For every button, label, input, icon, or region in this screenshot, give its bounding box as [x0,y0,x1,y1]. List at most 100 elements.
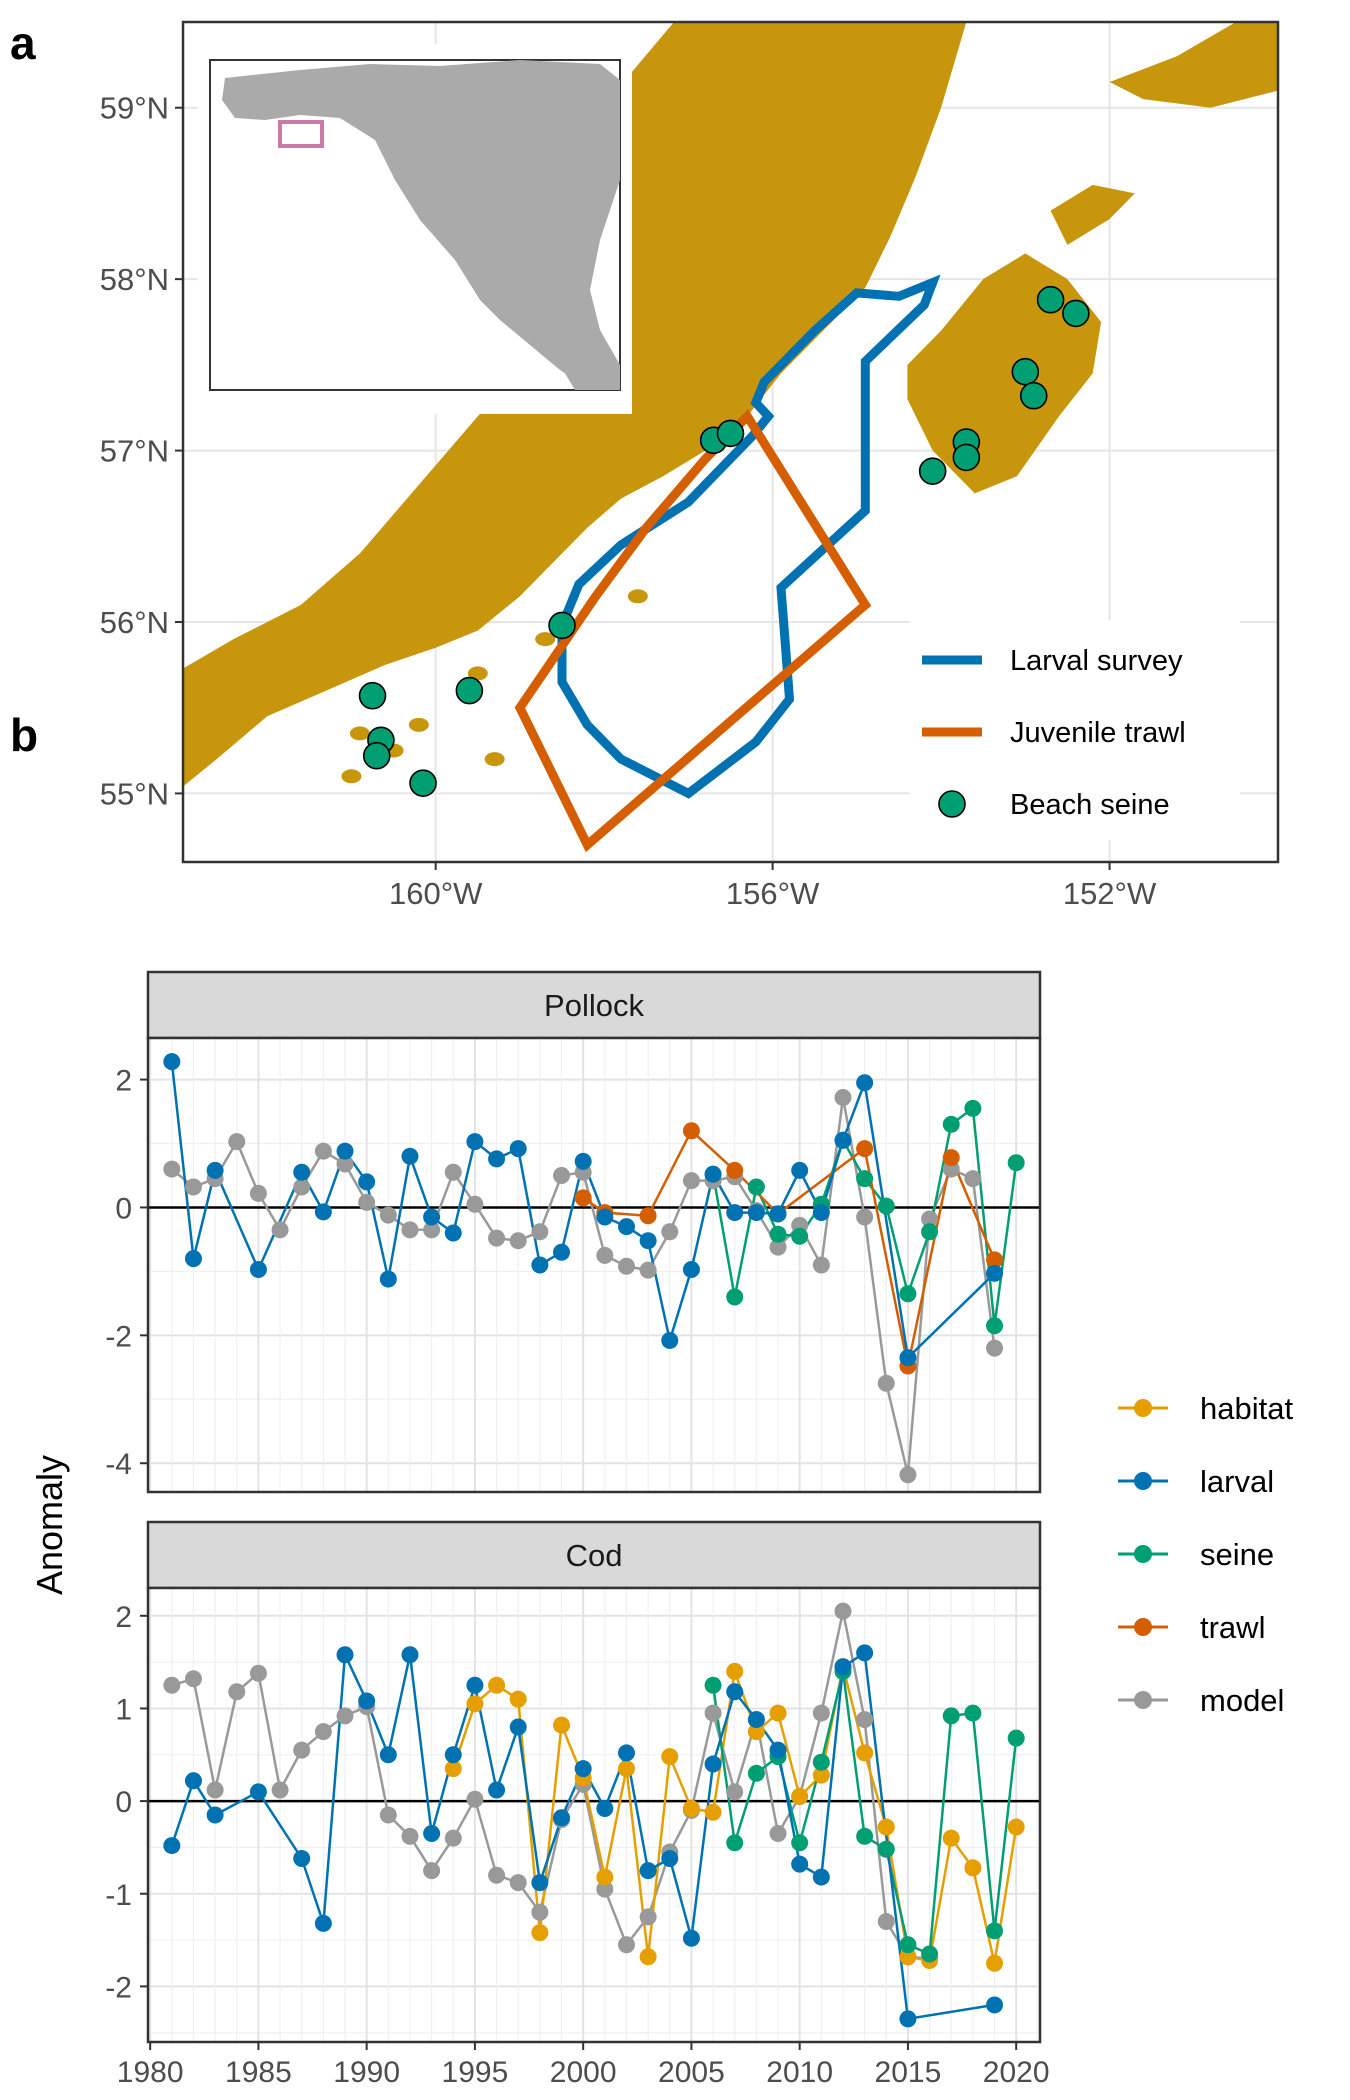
facet-title: Cod [566,1538,623,1573]
habitat-point [509,1690,527,1708]
larval-point [856,1644,874,1662]
larval-point [336,1142,354,1160]
map-panel: 59°N 58°N 57°N 56°N 55°N 160°W 156°W 152°W Larva… [100,20,1280,911]
larval-point [488,1150,506,1168]
seine-point [921,1223,939,1241]
larval-point [531,1256,549,1274]
model-point [293,1178,311,1196]
map-lon-label: 156°W [726,876,820,911]
model-point [206,1781,224,1799]
x-tick-label: 2020 [983,2056,1050,2089]
seine-point [942,1115,960,1133]
x-tick-label: 1990 [333,2056,400,2089]
legend-key-point [1134,1618,1152,1636]
map-legend-key [938,790,966,818]
legend-key-point [1134,1472,1152,1490]
beach-seine-site [716,419,745,448]
y-tick-label: -1 [105,1879,132,1912]
larval-point [206,1806,224,1824]
model-point [401,1221,419,1239]
beach-seine-site [455,676,484,705]
larval-point [466,1676,484,1694]
y-tick-label: -2 [105,1971,132,2004]
beach-seine-site [409,769,437,797]
plot-background [148,1038,1040,1492]
map-lat-label: 59°N [100,91,169,126]
map-lat-label: 55°N [100,776,169,811]
model-point [617,1257,635,1275]
map-lat-label: 56°N [100,605,169,640]
kenai-coast [1109,22,1278,108]
larval-point [401,1147,419,1165]
facet-title: Pollock [544,988,644,1023]
model-point [249,1184,267,1202]
legend-label: seine [1200,1537,1274,1572]
model-point [553,1166,571,1184]
larval-point [769,1741,787,1759]
larval-point [812,1868,830,1886]
larval-point [184,1250,202,1268]
model-point [596,1246,614,1264]
larval-point [466,1133,484,1151]
habitat-point [964,1859,982,1877]
model-point [163,1160,181,1178]
beach-seine-site [1011,357,1040,386]
model-point [877,1374,895,1392]
model-point [639,1261,657,1279]
model-point [444,1829,462,1847]
larval-point [747,1204,765,1222]
model-point [293,1741,311,1759]
habitat-point [596,1868,614,1886]
model-point [986,1339,1004,1357]
trawl-point [574,1189,592,1207]
legend-key-point [1134,1545,1152,1563]
model-point [509,1232,527,1250]
x-tick-label: 2015 [875,2056,942,2089]
panel-b-label: b [10,709,39,761]
model-point [271,1781,289,1799]
facet-strip [146,1520,1042,1590]
small-island [484,752,505,767]
map-legend-label: Juvenile trawl [1010,717,1186,749]
model-point [444,1163,462,1181]
legend-label: habitat [1200,1391,1293,1426]
larval-point [682,1260,700,1278]
model-point [812,1256,830,1274]
plot-background [148,1588,1040,2042]
model-point [466,1790,484,1808]
seine-point [791,1834,809,1852]
larval-point [682,1929,700,1947]
model-point [336,1707,354,1725]
seine-point [877,1197,895,1215]
inset-study-area-box [278,120,324,148]
trawl-point [682,1122,700,1140]
larval-point [379,1746,397,1764]
larval-point [163,1837,181,1855]
beach-seine-site [548,611,576,640]
map-lon-label: 152°W [1063,876,1157,911]
habitat-point [661,1748,679,1766]
model-point [358,1193,376,1211]
seine-point [986,1317,1004,1335]
seine-point [877,1840,895,1858]
afognak-island [1050,184,1135,245]
model-point [271,1221,289,1239]
larval-point [899,2010,917,2028]
larval-point [661,1331,679,1349]
y-tick-label: 0 [115,1786,132,1819]
model-point [509,1874,527,1892]
small-island [408,717,429,732]
larval-point [617,1744,635,1762]
trawl-point [639,1207,657,1225]
x-tick-label: 1980 [117,2056,184,2089]
panel-b-legend: habitat larval seine trawl model [1118,1391,1293,1718]
model-point [856,1711,874,1729]
seine-point [964,1099,982,1117]
model-point [812,1704,830,1722]
larval-point [423,1825,441,1843]
model-point [704,1704,722,1722]
pollock-panel: Pollock 2 0 -2 -4 [105,970,1042,1494]
y-tick-label: 2 [115,1601,132,1634]
larval-point [617,1218,635,1236]
